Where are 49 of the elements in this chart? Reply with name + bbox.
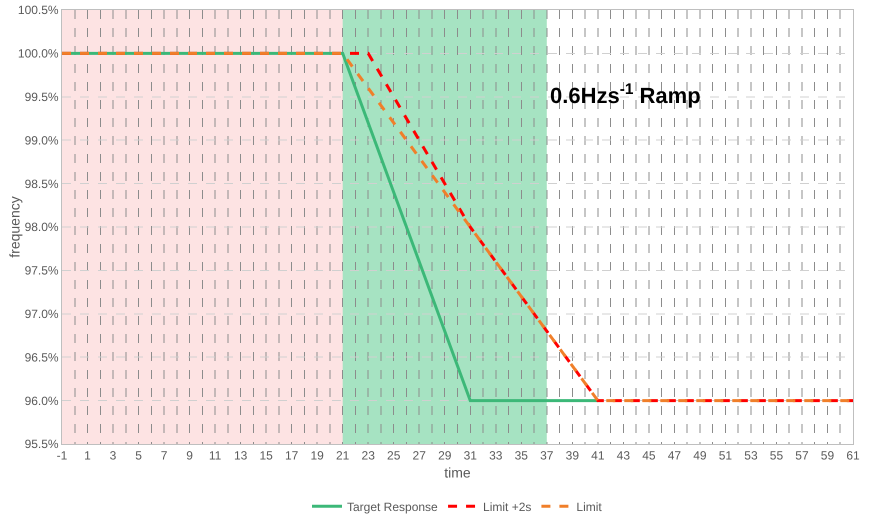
y-tick-label: 96.5% (24, 350, 59, 364)
x-tick-label: 33 (489, 448, 503, 462)
x-tick-label: 27 (412, 448, 426, 462)
x-tick-label: 59 (820, 448, 834, 462)
y-tick-label: 100.0% (18, 46, 59, 61)
y-tick-label: 98.5% (24, 176, 59, 191)
x-tick-label: 61 (846, 448, 860, 462)
legend-label: Target Response (347, 500, 438, 514)
x-tick-label: 29 (438, 448, 452, 462)
x-tick-label: 25 (387, 448, 401, 462)
x-tick-label: 53 (744, 448, 758, 462)
x-tick-label: 19 (310, 448, 324, 462)
y-tick-label: 99.0% (24, 133, 59, 148)
x-tick-label: 5 (135, 448, 142, 462)
x-tick-label: 17 (284, 448, 299, 462)
x-tick-label: 35 (514, 448, 528, 462)
y-tick-label: 96.0% (24, 394, 59, 408)
annotation: 0.6Hzs$^{-1}$ Ramp (550, 81, 701, 108)
legend-label: Limit +2s (483, 500, 532, 514)
x-tick-label: 43 (616, 448, 630, 462)
x-tick-label: 15 (259, 448, 274, 462)
x-tick-label: 49 (693, 448, 707, 462)
y-tick-label: 99.5% (24, 90, 59, 104)
x-tick-label: 13 (234, 448, 248, 462)
x-tick-label: 1 (84, 448, 92, 462)
y-tick-label: 97.0% (24, 307, 59, 321)
y-tick-label: 100.5% (18, 3, 59, 18)
y-axis-title: frequency (6, 196, 23, 258)
x-tick-label: 23 (362, 448, 376, 462)
x-tick-label: 7 (160, 448, 168, 462)
x-axis-title: time (444, 464, 471, 481)
x-tick-label: 9 (186, 448, 194, 462)
x-tick-label: 39 (566, 448, 580, 462)
x-tick-label: 21 (336, 448, 350, 462)
x-tick-label: 47 (668, 448, 682, 462)
y-tick-label: 95.5% (24, 437, 59, 452)
legend-label: Limit (576, 500, 602, 514)
x-tick-label: 11 (208, 448, 222, 462)
x-tick-label: -1 (56, 448, 68, 462)
x-tick-label: 41 (591, 448, 605, 462)
y-tick-label: 97.5% (24, 264, 59, 278)
x-tick-label: 45 (642, 448, 656, 462)
y-tick-label: 98.0% (24, 220, 59, 234)
x-tick-label: 55 (770, 448, 784, 462)
x-tick-label: 37 (540, 448, 554, 462)
x-tick-label: 3 (110, 448, 117, 462)
x-tick-label: 57 (795, 448, 809, 462)
x-tick-label: 31 (464, 448, 478, 462)
x-tick-label: 51 (718, 448, 732, 462)
